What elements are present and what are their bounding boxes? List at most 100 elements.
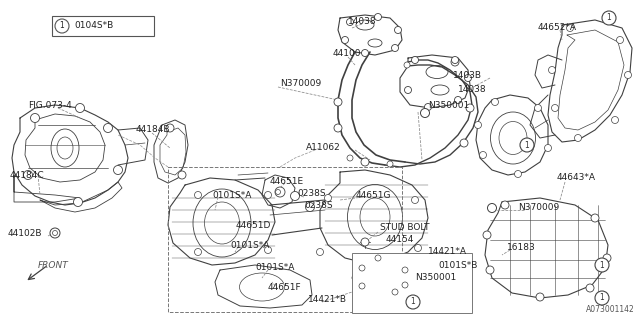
Text: 44184B: 44184B [136, 125, 170, 134]
Circle shape [479, 151, 486, 158]
Bar [52, 16, 154, 36]
Text: A11062: A11062 [306, 143, 340, 153]
Text: 44102B: 44102B [8, 228, 42, 237]
Circle shape [595, 291, 609, 305]
Circle shape [451, 57, 458, 63]
Text: 0101S*A: 0101S*A [230, 242, 269, 251]
Text: 14421*A: 14421*A [428, 247, 467, 257]
Text: A073001142: A073001142 [586, 305, 635, 314]
Circle shape [346, 19, 353, 26]
Text: 44651G: 44651G [356, 190, 392, 199]
Circle shape [625, 71, 632, 78]
Text: 0101S*B: 0101S*B [438, 260, 477, 269]
Text: FRONT: FRONT [38, 261, 68, 270]
Circle shape [195, 191, 202, 198]
Text: 1: 1 [60, 21, 65, 30]
Circle shape [552, 105, 559, 111]
Circle shape [415, 244, 422, 252]
Bar [352, 253, 472, 313]
Text: N370009: N370009 [518, 203, 559, 212]
Circle shape [492, 99, 499, 106]
Bar [168, 167, 402, 312]
Circle shape [305, 203, 314, 212]
Circle shape [264, 246, 271, 253]
Circle shape [465, 75, 472, 82]
Circle shape [466, 104, 474, 112]
Circle shape [361, 158, 369, 166]
Text: 0101S*A: 0101S*A [255, 263, 294, 273]
Text: 44651D: 44651D [236, 220, 271, 229]
Circle shape [406, 295, 420, 309]
Circle shape [488, 204, 497, 212]
Circle shape [387, 161, 393, 167]
Circle shape [324, 195, 332, 202]
Text: FIG.073-4: FIG.073-4 [28, 100, 72, 109]
Text: 16183: 16183 [507, 244, 536, 252]
Text: 1: 1 [600, 293, 604, 302]
Text: 1: 1 [607, 13, 611, 22]
Circle shape [392, 44, 399, 52]
Text: 0238S: 0238S [304, 201, 333, 210]
Circle shape [104, 124, 113, 132]
Circle shape [451, 58, 459, 66]
Circle shape [291, 191, 300, 201]
Circle shape [420, 108, 429, 117]
Circle shape [334, 98, 342, 106]
Circle shape [611, 116, 618, 124]
Text: 44100: 44100 [333, 49, 362, 58]
Circle shape [412, 196, 419, 204]
Text: 0101S*A: 0101S*A [212, 190, 252, 199]
Text: 44651E: 44651E [270, 178, 304, 187]
Circle shape [566, 25, 573, 31]
Circle shape [575, 134, 582, 141]
Circle shape [602, 11, 616, 25]
Circle shape [166, 124, 174, 132]
Text: N350001: N350001 [428, 100, 469, 109]
Circle shape [195, 249, 202, 255]
Text: 1: 1 [411, 298, 415, 307]
Circle shape [402, 267, 408, 273]
Circle shape [534, 105, 541, 111]
Circle shape [359, 283, 365, 289]
Circle shape [474, 122, 481, 129]
Text: 14038: 14038 [458, 85, 486, 94]
Circle shape [404, 86, 412, 93]
Circle shape [408, 298, 418, 308]
Circle shape [334, 124, 342, 132]
Circle shape [264, 191, 271, 198]
Circle shape [616, 36, 623, 44]
Text: 1: 1 [525, 140, 529, 149]
Circle shape [483, 231, 491, 239]
Circle shape [548, 67, 556, 74]
Circle shape [50, 228, 60, 238]
Circle shape [603, 254, 611, 262]
Circle shape [359, 265, 365, 271]
Circle shape [394, 27, 401, 34]
Circle shape [410, 300, 415, 306]
Circle shape [486, 266, 494, 274]
Text: 44643*A: 44643*A [557, 173, 596, 182]
Text: 44651F: 44651F [268, 283, 301, 292]
Circle shape [595, 258, 609, 272]
Text: N350001: N350001 [415, 274, 456, 283]
Circle shape [24, 171, 33, 180]
Circle shape [275, 189, 280, 195]
Circle shape [424, 103, 431, 110]
Circle shape [31, 114, 40, 123]
Text: 44184C: 44184C [10, 171, 45, 180]
Circle shape [412, 57, 419, 63]
Text: 0104S*B: 0104S*B [74, 21, 113, 30]
Circle shape [362, 50, 369, 57]
Circle shape [178, 171, 186, 179]
Circle shape [545, 145, 552, 151]
Circle shape [536, 293, 544, 301]
Text: 14421*B: 14421*B [308, 295, 347, 305]
Text: STUD BOLT: STUD BOLT [380, 223, 429, 233]
Circle shape [392, 289, 398, 295]
Circle shape [275, 187, 285, 197]
Text: N370009: N370009 [280, 78, 321, 87]
Text: 14038: 14038 [348, 18, 376, 27]
Circle shape [113, 165, 122, 174]
Circle shape [460, 139, 468, 147]
Text: 44154: 44154 [386, 236, 414, 244]
